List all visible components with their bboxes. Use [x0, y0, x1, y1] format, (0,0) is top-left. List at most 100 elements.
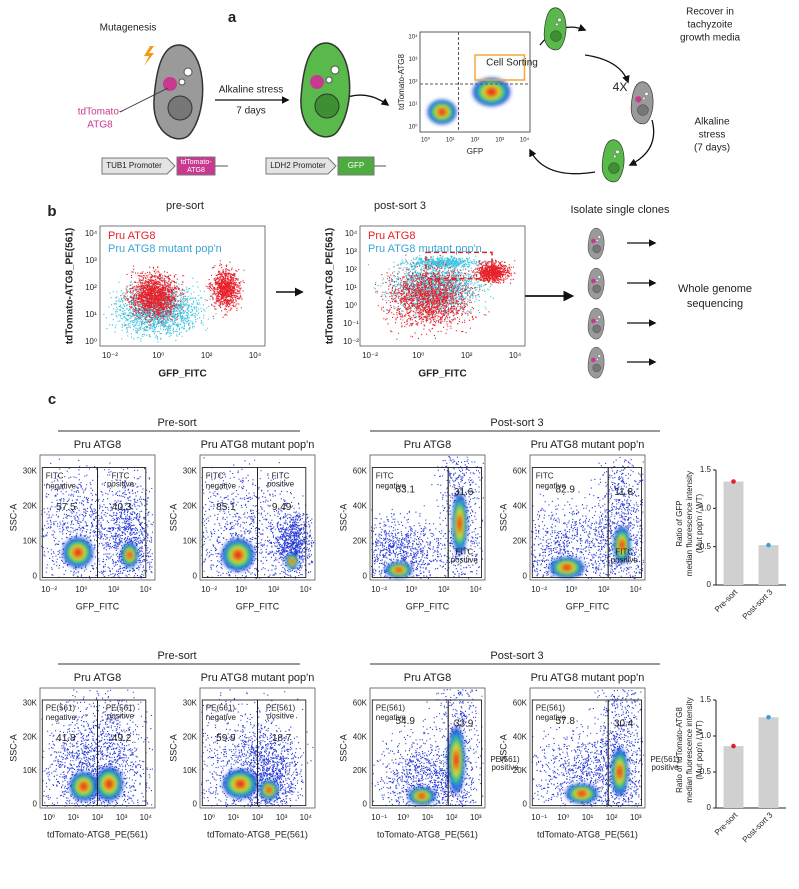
- x-tick-label: 10¹: [228, 813, 240, 822]
- y-tick-label: 0: [523, 800, 528, 809]
- density: [236, 781, 244, 787]
- y-tick-label: 20K: [353, 766, 368, 775]
- nucleus: [592, 324, 601, 334]
- legend-entry: Pru ATG8: [368, 230, 415, 242]
- label: positive: [267, 479, 295, 488]
- x-tick-label: 10⁻²: [371, 585, 387, 594]
- y-tick-label: 10K: [183, 766, 198, 775]
- x-tick-label: 10¹: [68, 813, 80, 822]
- label: PE(561): [490, 755, 520, 764]
- label: Alkaline stress: [219, 85, 283, 96]
- arrow: [628, 119, 655, 166]
- label: SSC-A: [168, 504, 178, 532]
- organelle: [591, 318, 596, 324]
- x-tick-label: 10²: [606, 813, 618, 822]
- label: negative: [536, 713, 567, 722]
- y-tick-label: 30K: [23, 699, 38, 708]
- nucleus: [592, 244, 601, 254]
- y-tick-label: 20K: [183, 732, 198, 741]
- x-tick-label: 10²: [108, 585, 120, 594]
- x-tick-label: 10⁴: [509, 351, 522, 360]
- y-tick-label: 0: [193, 571, 198, 580]
- gate: [607, 699, 643, 807]
- vesicle: [555, 22, 559, 26]
- label: PE(561): [536, 704, 566, 713]
- dot-cloud: [468, 259, 516, 285]
- density: [106, 780, 112, 788]
- y-tick-label: 20K: [23, 501, 38, 510]
- parasite-body: [587, 346, 605, 379]
- y-tick-label: 20K: [23, 732, 38, 741]
- x-tick-label: 10⁴: [300, 813, 313, 822]
- sort-gate: [425, 251, 493, 280]
- label: 57.8: [555, 716, 575, 727]
- label: SSC-A: [498, 734, 508, 762]
- organelle: [635, 96, 642, 103]
- label: Pru ATG8: [404, 439, 451, 451]
- y-tick-label: 1.5: [700, 465, 712, 474]
- x-tick-label: 10⁻¹: [371, 813, 387, 822]
- density: [418, 794, 425, 798]
- label: stress: [699, 130, 726, 141]
- x-tick-label: 10⁰: [557, 813, 569, 822]
- nucleus: [608, 162, 620, 174]
- label: 11.8: [614, 487, 633, 498]
- parasite-body: [300, 42, 351, 138]
- label: FITC: [46, 471, 64, 480]
- dot-cloud: [264, 497, 315, 579]
- label: Pru ATG8 mutant pop'n: [201, 672, 315, 684]
- x-tick-label: 10⁰: [235, 585, 247, 594]
- label: PE(561): [266, 704, 296, 713]
- y-tick-label: 20K: [183, 501, 198, 510]
- nucleus: [314, 93, 340, 119]
- label: growth media: [680, 33, 740, 44]
- dot-cloud: [371, 505, 458, 580]
- y-tick-label: 10⁰: [345, 301, 357, 310]
- parasite: [543, 7, 567, 51]
- label: 41.8: [56, 733, 76, 744]
- y-tick-label: 30K: [183, 699, 198, 708]
- dot-cloud: [584, 456, 644, 579]
- y-axis-label: median fluorescence intensity: [685, 697, 694, 802]
- y-tick-label: 1.0: [700, 731, 712, 740]
- y-axis-label: median fluorescence intensity: [685, 471, 694, 576]
- label: positive: [107, 479, 135, 488]
- label: negative: [206, 713, 237, 722]
- bar: [758, 545, 779, 585]
- y-tick-label: 0: [33, 800, 38, 809]
- y-tick-label: 40K: [353, 732, 368, 741]
- parasite-body: [630, 81, 654, 125]
- label: GFP_FITC: [76, 601, 120, 611]
- label: Pre-sort: [157, 650, 196, 662]
- bar-point: [731, 743, 736, 749]
- density: [578, 791, 585, 796]
- dot-cloud: [531, 711, 645, 807]
- density: [620, 541, 624, 549]
- label: b: [47, 203, 56, 220]
- label: FITC: [206, 471, 224, 480]
- label: FITC: [615, 548, 633, 557]
- label: (7 days): [694, 143, 730, 154]
- label: negative: [376, 481, 407, 490]
- arrow: [584, 54, 630, 84]
- bar-point: [766, 542, 771, 548]
- label: negative: [46, 713, 77, 722]
- gate: [97, 699, 147, 807]
- parasite: [601, 139, 625, 183]
- vesicle: [597, 275, 601, 279]
- y-tick-label: 10²: [85, 283, 97, 292]
- label: FITC: [455, 548, 473, 557]
- y-tick-label: 0: [33, 571, 38, 580]
- label: tdTomato-ATG8_PE(561): [325, 228, 336, 344]
- sort-gate: [474, 54, 526, 81]
- y-tick-label: 40K: [513, 501, 528, 510]
- x-tick-label: 10⁻²: [201, 585, 217, 594]
- gate: [447, 699, 483, 807]
- vesicle: [597, 235, 601, 239]
- y-tick-label: 10⁰: [408, 124, 418, 131]
- x-tick-label: 10⁰: [152, 351, 164, 360]
- x-tick-label: 10³: [495, 138, 504, 144]
- y-tick-label: 1.5: [700, 695, 712, 704]
- x-tick-label: Post-sort 3: [741, 810, 775, 844]
- label: Recover in: [686, 7, 734, 18]
